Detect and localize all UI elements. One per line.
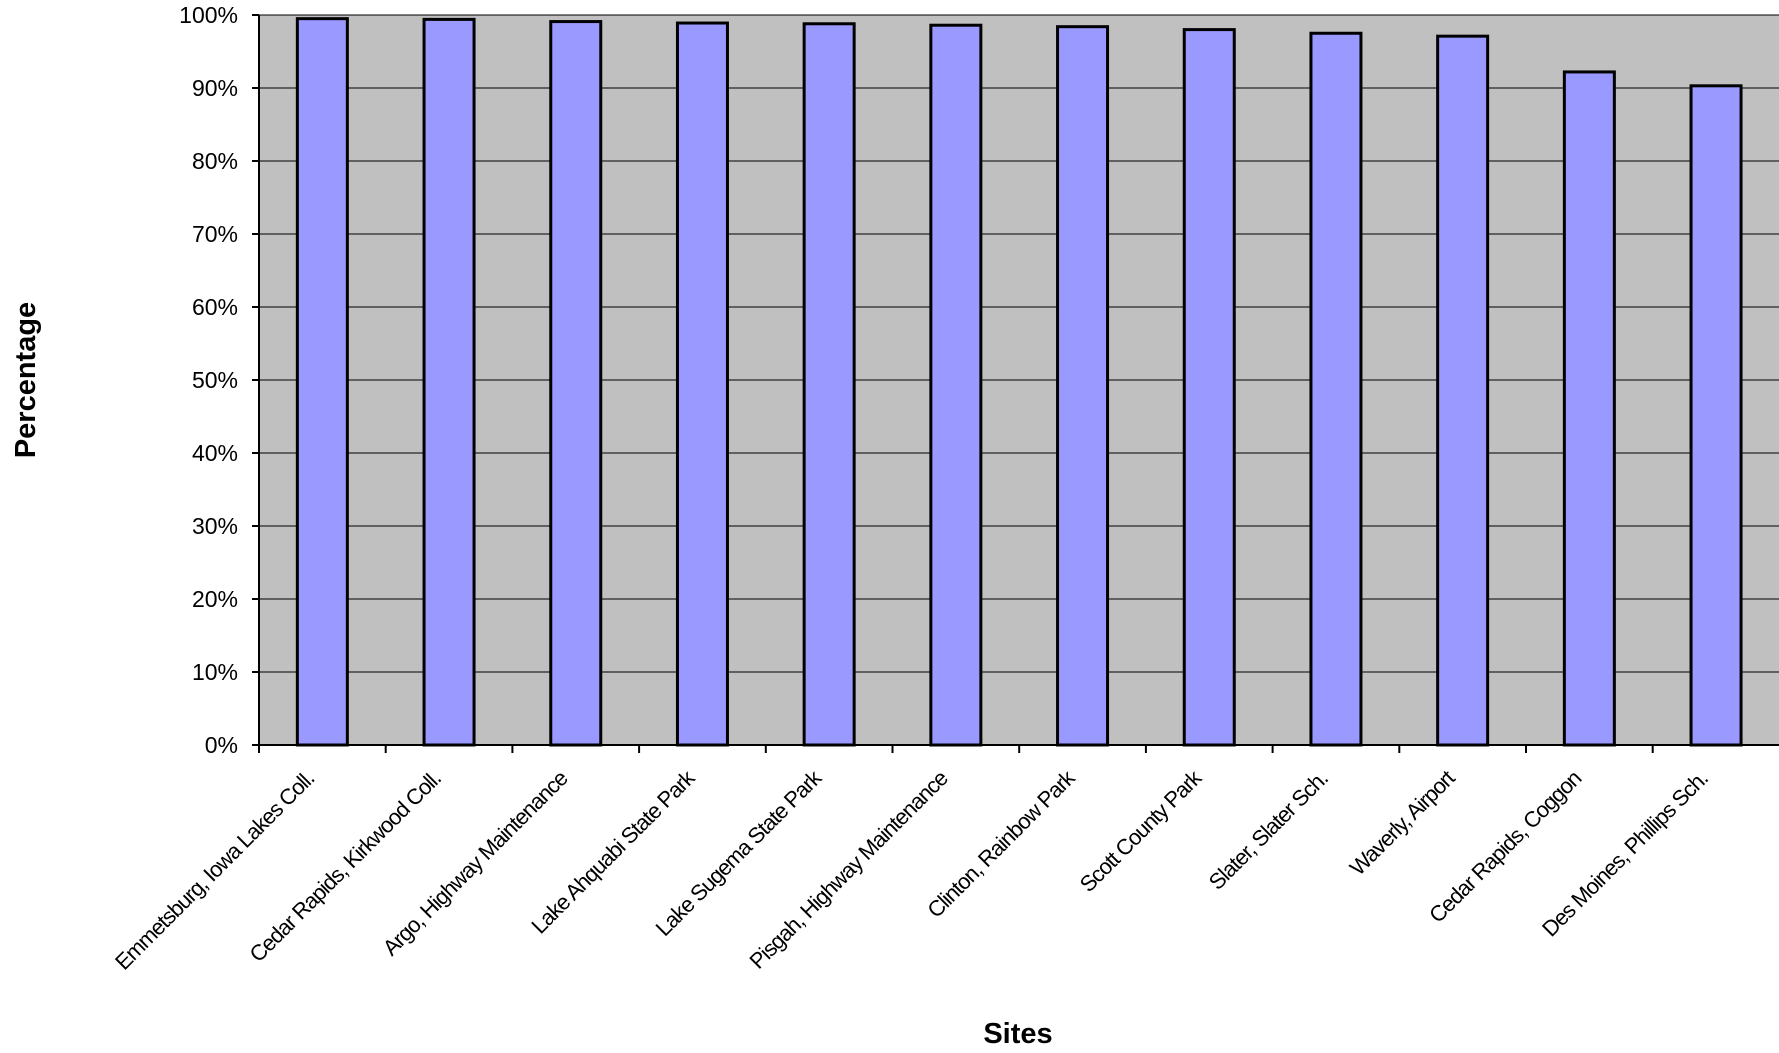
y-tick-label: 100% [179,2,238,28]
x-axis-title: Sites [983,1018,1052,1050]
x-tick-label: Slater, Slater Sch. [1204,766,1333,895]
bar [929,23,983,747]
bars [295,17,1743,747]
axes [252,14,1779,753]
x-tick-label: Waverly, Airport [1345,765,1460,880]
bar [675,21,729,747]
y-tick-label: 80% [192,148,238,174]
bar [295,17,349,747]
y-tick-label: 0% [205,732,238,758]
gridlines [259,14,1779,673]
y-tick-labels: 0% 10% 20% 30% 40% 50% 60% 70% 80% 90% 100% [179,2,238,758]
bar [1056,25,1110,747]
bar [1562,70,1616,747]
y-tick-label: 30% [192,513,238,539]
y-tick-label: 40% [192,440,238,466]
bar [1309,31,1363,747]
y-tick-label: 10% [192,659,238,685]
x-tick-label: Emmetsburg, Iowa Lakes Coll. [110,766,319,975]
y-tick-label: 60% [192,294,238,320]
bar [802,22,856,747]
x-tick-label: Pisgah, Highway Maintenance [745,765,953,973]
bar [1436,34,1490,747]
x-tick-labels: Emmetsburg, Iowa Lakes Coll.Cedar Rapids… [110,764,1713,974]
x-tick-label: Scott County Park [1075,764,1207,896]
y-tick-label: 50% [192,367,238,393]
bar [549,20,603,747]
y-axis-title: Percentage [10,302,42,458]
y-tick-label: 90% [192,75,238,101]
bar [1182,28,1236,747]
y-tick-label: 70% [192,221,238,247]
bar [422,17,476,747]
bar [1689,84,1743,747]
y-tick-label: 20% [192,586,238,612]
